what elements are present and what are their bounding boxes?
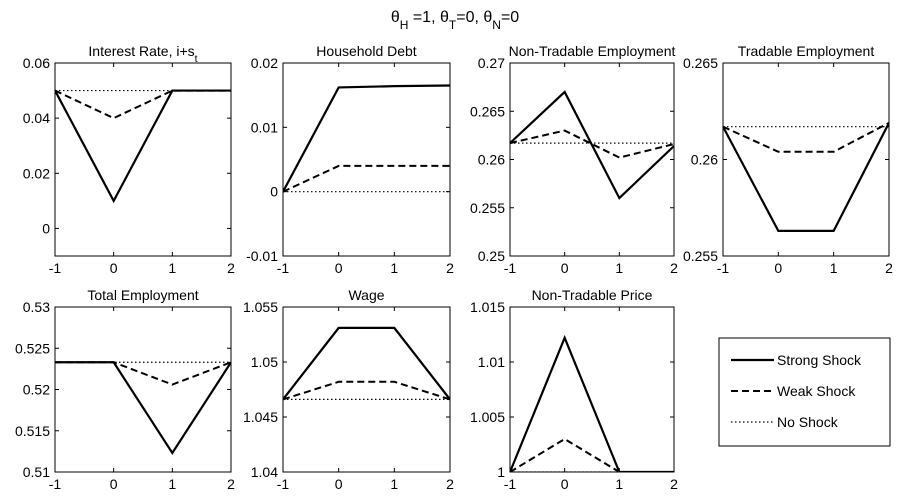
- panel-6: Wage -1 0 1 2 1.04 1.045 1.05 1.055: [243, 287, 454, 492]
- axes-frame: [509, 62, 675, 257]
- panel-1: Interest Rate, i+st -1 0 1 2 0 0.02 0.04 0.06: [23, 43, 235, 276]
- x-tick-label: 0: [110, 476, 118, 492]
- x-tick-label: 0: [335, 260, 343, 276]
- x-tick-label: 1: [390, 476, 398, 492]
- x-tick-label: 2: [227, 260, 235, 276]
- y-tick-label: 0.53: [23, 299, 50, 315]
- y-tick-label: 0.26: [478, 152, 505, 168]
- x-tick-label: 2: [446, 260, 454, 276]
- y-tick-label: 1.01: [478, 354, 505, 370]
- legend: Strong Shock Weak Shock No Shock: [718, 337, 891, 447]
- y-tick-label: 0.51: [23, 464, 50, 480]
- y-tick-label: 0.02: [23, 165, 50, 181]
- y-tick-label: 0.515: [15, 423, 50, 439]
- series-line-dashed: [55, 361, 231, 386]
- y-tick-label: 0.255: [683, 248, 718, 264]
- x-tick-label: 1: [168, 260, 176, 276]
- y-tick-label: 1.045: [243, 409, 278, 425]
- panel-3: Non-Tradable Employment -1 0 1 2 0.25 0.255 0.2…: [470, 43, 678, 276]
- series-line-dashed: [283, 164, 450, 193]
- y-tick-label: 0.255: [470, 200, 505, 216]
- x-tick-label: 0: [335, 476, 343, 492]
- figure-suptitle: θH =1, θT=0, θN=0: [391, 9, 519, 32]
- series-line-solid: [723, 122, 889, 233]
- y-tick-label: 0.01: [251, 119, 278, 135]
- panels: Interest Rate, i+st -1 0 1 2 0 0.02 0.04 0.06 Hou…: [15, 43, 893, 492]
- axes-frame: [54, 62, 232, 257]
- x-tick-label: -1: [277, 260, 290, 276]
- x-tick-label: 2: [227, 476, 235, 492]
- panel-title: Tradable Employment: [738, 43, 875, 59]
- x-tick-label: -1: [49, 260, 62, 276]
- x-tick-label: 1: [830, 260, 838, 276]
- axes-frame: [282, 306, 451, 473]
- y-tick-label: 1.04: [251, 464, 278, 480]
- panel-title: Interest Rate, i+st: [88, 43, 197, 65]
- series-line-solid: [283, 84, 450, 193]
- x-tick-label: 1: [168, 476, 176, 492]
- y-tick-label: 1.05: [251, 354, 278, 370]
- axes-frame: [282, 62, 451, 257]
- x-tick-label: 2: [670, 476, 678, 492]
- x-tick-label: -1: [717, 260, 730, 276]
- x-tick-label: -1: [49, 476, 62, 492]
- y-tick-label: -0.01: [246, 248, 278, 264]
- y-tick-label: 0.265: [683, 55, 718, 71]
- series-line-solid: [55, 89, 231, 204]
- x-tick-label: 2: [446, 476, 454, 492]
- legend-label: Strong Shock: [777, 352, 862, 368]
- x-tick-label: -1: [277, 476, 290, 492]
- x-tick-label: -1: [504, 476, 517, 492]
- x-tick-label: 1: [390, 260, 398, 276]
- x-tick-label: 0: [561, 260, 569, 276]
- y-tick-label: 1: [497, 464, 505, 480]
- y-tick-label: 0.25: [478, 248, 505, 264]
- y-tick-label: 0.06: [23, 55, 50, 71]
- series-line-dashed: [55, 89, 231, 120]
- y-tick-label: 0.52: [23, 382, 50, 398]
- axes-frame: [509, 306, 675, 473]
- panel-title: Total Employment: [87, 287, 198, 303]
- x-tick-label: 1: [615, 476, 623, 492]
- x-tick-label: -1: [504, 260, 517, 276]
- y-tick-label: 0.26: [691, 152, 718, 168]
- series-line-solid: [55, 361, 231, 456]
- y-tick-label: 0.02: [251, 55, 278, 71]
- y-tick-label: 0: [42, 220, 50, 236]
- y-tick-label: 1.015: [470, 299, 505, 315]
- axes-frame: [54, 306, 232, 473]
- series-line-dashed: [510, 437, 674, 472]
- panel-title: Wage: [348, 287, 384, 303]
- series-line-dashed: [283, 380, 450, 401]
- y-tick-label: 1.055: [243, 299, 278, 315]
- panel-2: Household Debt -1 0 1 2 -0.01 0 0.01 0.02: [246, 43, 454, 276]
- x-tick-label: 1: [615, 260, 623, 276]
- y-tick-label: 0.265: [470, 103, 505, 119]
- series-line-dashed: [723, 121, 889, 153]
- y-tick-label: 0: [270, 184, 278, 200]
- legend-label: Weak Shock: [777, 383, 856, 399]
- panel-5: Total Employment -1 0 1 2 0.51 0.515 0.52 0.525 0…: [15, 287, 235, 492]
- x-tick-label: 2: [670, 260, 678, 276]
- axes-frame: [722, 62, 890, 257]
- legend-label: No Shock: [777, 414, 839, 430]
- panel-title: Household Debt: [316, 43, 417, 59]
- y-tick-label: 0.525: [15, 340, 50, 356]
- panel-4: Tradable Employment -1 0 1 2 0.255 0.26 0.265: [683, 43, 893, 276]
- series-line-solid: [283, 326, 450, 401]
- x-tick-label: 0: [774, 260, 782, 276]
- panel-title: Non-Tradable Employment: [509, 43, 676, 59]
- x-tick-label: 2: [885, 260, 893, 276]
- series-line-dashed: [510, 129, 674, 159]
- series-line-solid: [510, 90, 674, 200]
- series-line-solid: [510, 334, 674, 472]
- panel-title: Non-Tradable Price: [532, 287, 653, 303]
- x-tick-label: 0: [110, 260, 118, 276]
- y-tick-label: 1.005: [470, 409, 505, 425]
- x-tick-label: 0: [561, 476, 569, 492]
- panel-7: Non-Tradable Price -1 0 1 2 1 1.005 1.01 1.015: [470, 287, 678, 492]
- y-tick-label: 0.27: [478, 55, 505, 71]
- y-tick-label: 0.04: [23, 110, 50, 126]
